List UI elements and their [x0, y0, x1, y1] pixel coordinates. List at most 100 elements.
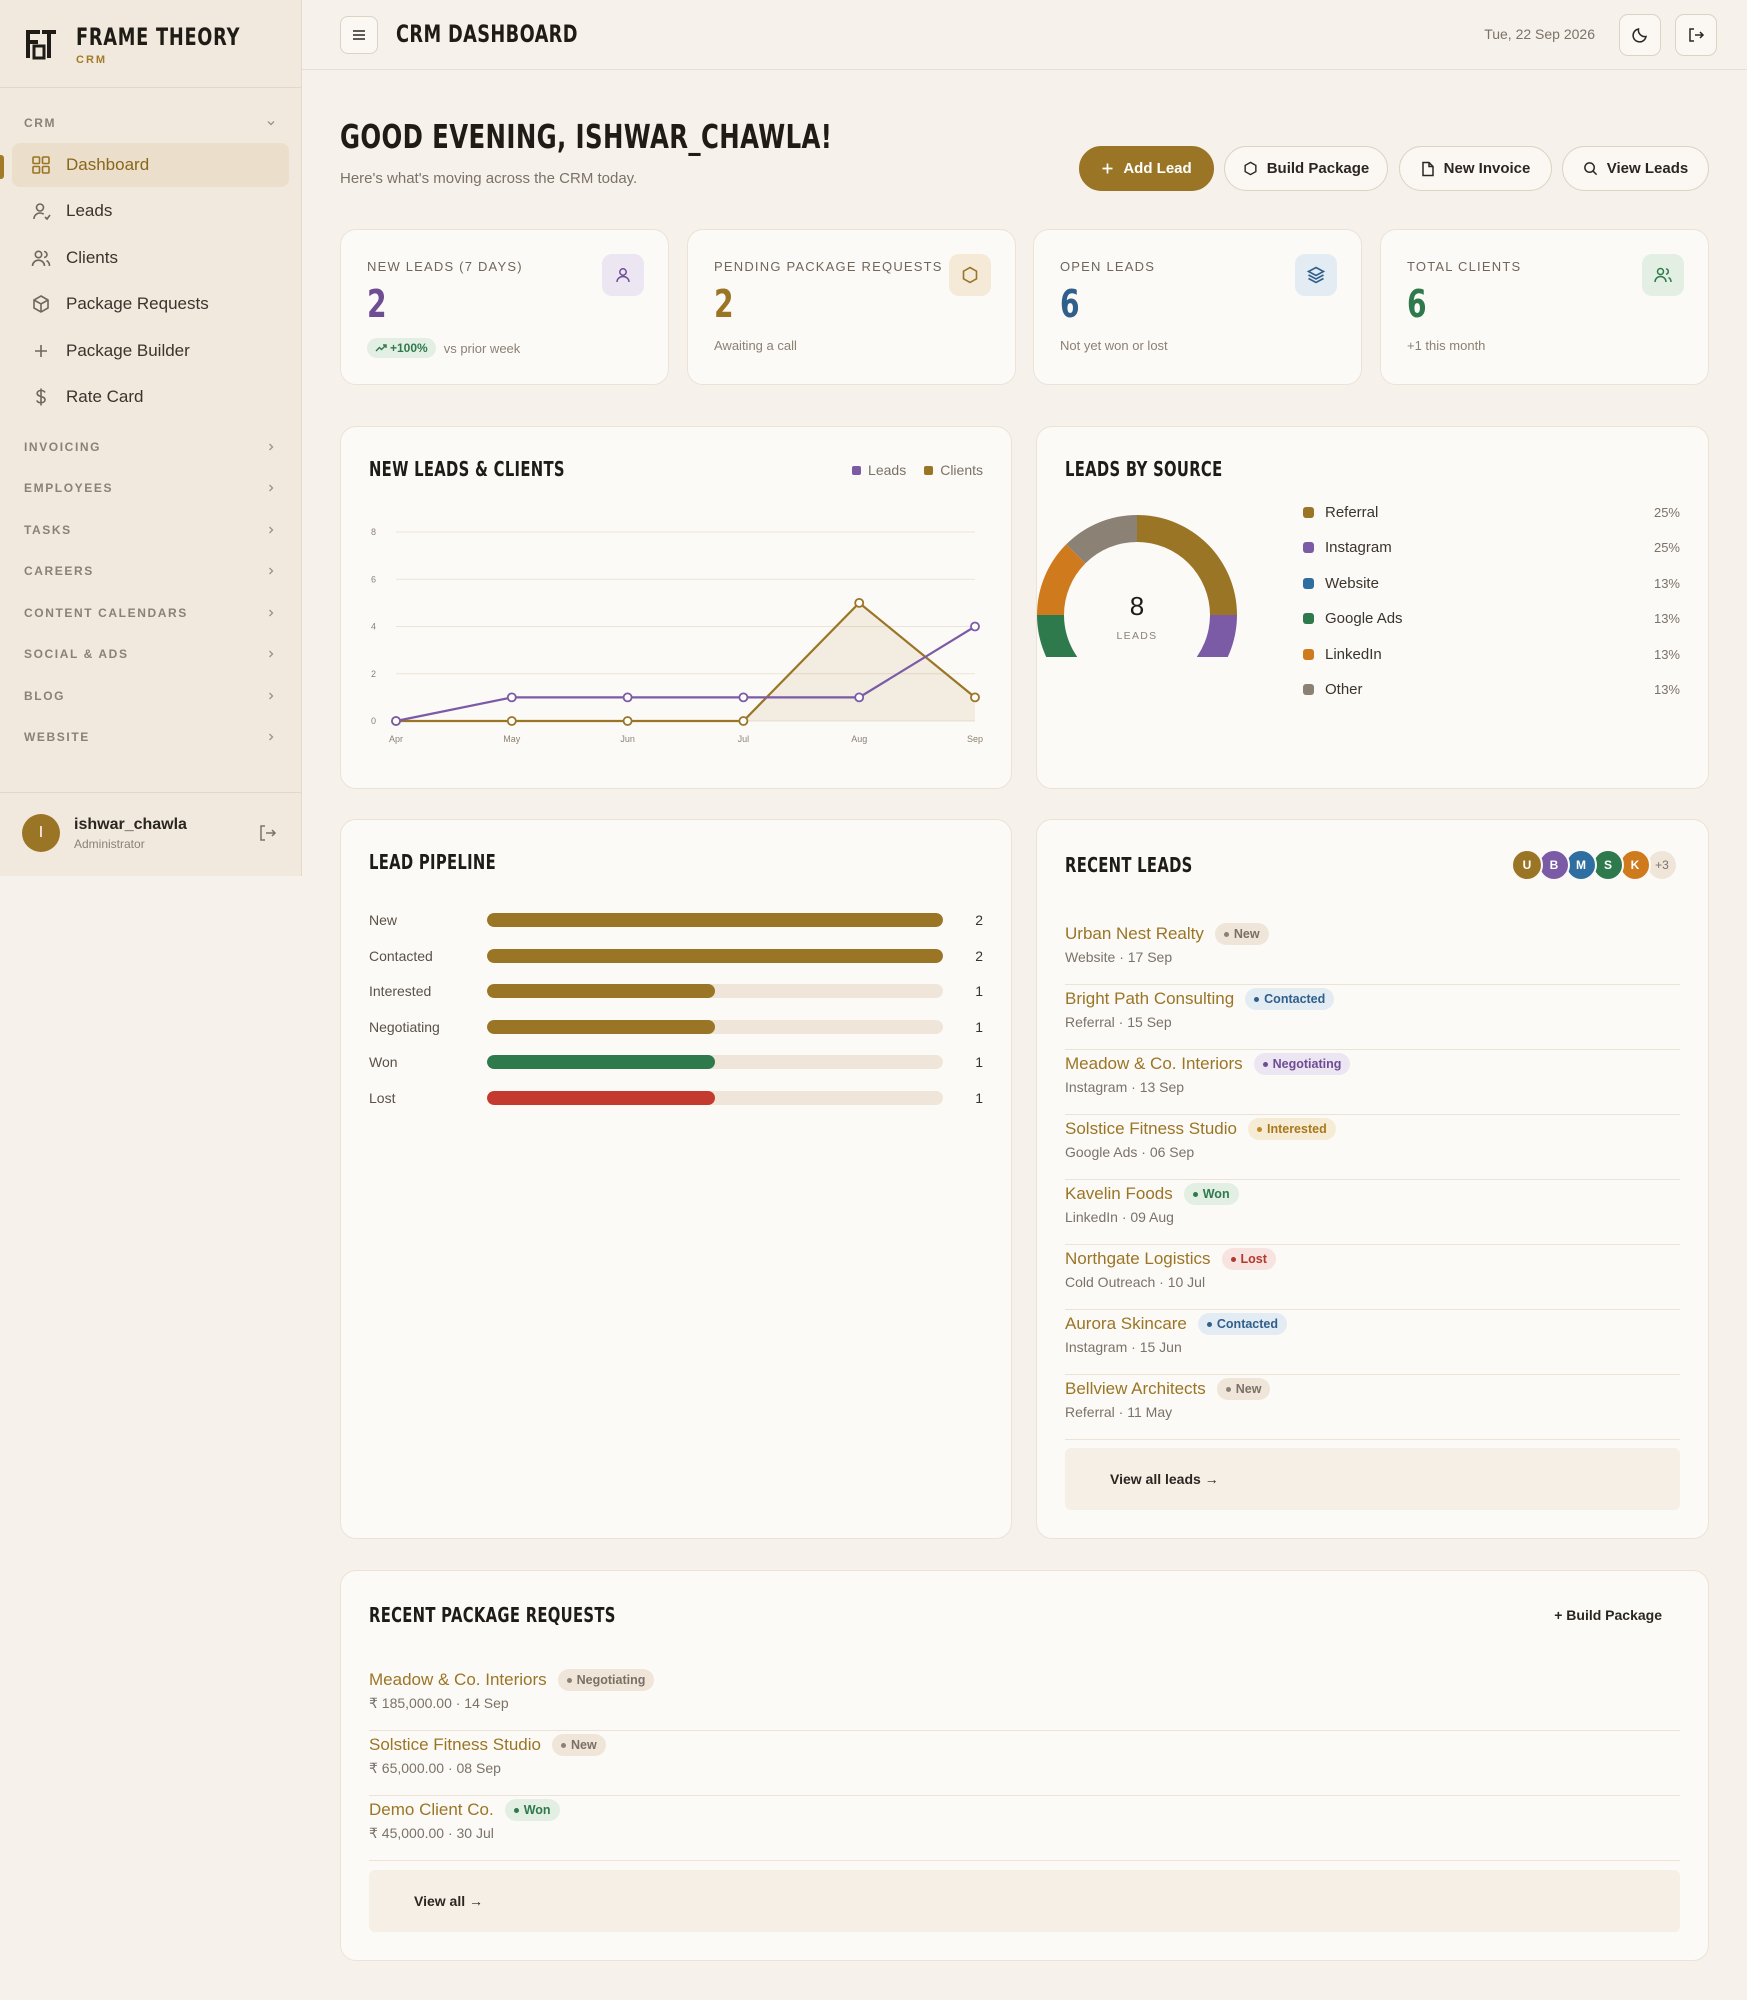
- list-item[interactable]: Urban Nest Realty New Website · 17 Sep: [1065, 920, 1680, 985]
- section-tasks[interactable]: TASKS: [24, 523, 277, 537]
- data-point-clients[interactable]: [622, 716, 633, 726]
- sidebar-item-rate-card[interactable]: Rate Card: [12, 375, 289, 419]
- pipeline-row: New 2: [369, 910, 983, 930]
- status-dot: [1262, 1061, 1268, 1067]
- brand-name: FRAME THEORY: [76, 22, 241, 51]
- status-text: Negotiating: [576, 1673, 646, 1687]
- donut-slice-google-ads[interactable]: [1037, 615, 1085, 657]
- item-meta: Referral · 11 May: [1065, 1404, 1173, 1420]
- section-crm[interactable]: CRM: [24, 116, 277, 130]
- source-legend-item[interactable]: Website 13%: [1303, 572, 1680, 594]
- add-lead-button[interactable]: Add Lead: [1079, 146, 1214, 191]
- section-label: CAREERS: [24, 564, 94, 578]
- list-item[interactable]: Northgate Logistics Lost Cold Outreach · 1…: [1065, 1245, 1680, 1310]
- status-dot: [1230, 1256, 1236, 1262]
- data-point-leads[interactable]: [622, 692, 633, 703]
- item-name[interactable]: Urban Nest Realty: [1065, 924, 1204, 943]
- section-social-ads[interactable]: SOCIAL & ADS: [24, 647, 277, 661]
- source-legend-item[interactable]: Instagram 25%: [1303, 537, 1680, 559]
- logout-button[interactable]: [1675, 14, 1717, 56]
- item-meta: Referral · 15 Sep: [1065, 1014, 1172, 1030]
- view-all-packages-link[interactable]: View all →: [369, 1870, 1680, 1932]
- sidebar-item-package-builder[interactable]: Package Builder: [12, 329, 289, 373]
- avatar[interactable]: U: [1511, 849, 1543, 881]
- source-legend-item[interactable]: Google Ads 13%: [1303, 608, 1680, 630]
- data-point-clients[interactable]: [970, 692, 980, 703]
- item-meta: Instagram · 13 Sep: [1065, 1079, 1185, 1095]
- data-point-leads[interactable]: [391, 716, 401, 726]
- data-point-leads[interactable]: [738, 692, 749, 703]
- legend-item-clients[interactable]: Clients: [924, 462, 983, 478]
- view-leads-button[interactable]: View Leads: [1562, 146, 1709, 191]
- theme-toggle-button[interactable]: [1619, 14, 1661, 56]
- legend-label: Leads: [868, 462, 907, 478]
- menu-button[interactable]: [340, 16, 378, 54]
- source-legend-item[interactable]: Other 13%: [1303, 679, 1680, 701]
- item-name[interactable]: Solstice Fitness Studio: [369, 1735, 541, 1754]
- brand-sub: CRM: [76, 53, 108, 66]
- list-item[interactable]: Meadow & Co. Interiors Negotiating Instagr…: [1065, 1050, 1680, 1115]
- build-package-button[interactable]: Build Package: [1224, 146, 1388, 191]
- list-item[interactable]: Bellview Architects New Referral · 11 May: [1065, 1375, 1680, 1440]
- legend-item-leads[interactable]: Leads: [852, 462, 906, 478]
- data-point-clients[interactable]: [738, 716, 749, 726]
- section-employees[interactable]: EMPLOYEES: [24, 481, 277, 495]
- item-name[interactable]: Meadow & Co. Interiors: [369, 1670, 547, 1689]
- pipeline-bar-fill: [487, 1019, 715, 1034]
- item-name[interactable]: Kavelin Foods: [1065, 1184, 1173, 1203]
- sidebar-item-leads[interactable]: Leads: [12, 189, 289, 233]
- list-item[interactable]: Bright Path Consulting Contacted Referral …: [1065, 985, 1680, 1050]
- data-point-leads[interactable]: [970, 621, 980, 632]
- build-package-link[interactable]: + Build Package: [1554, 1607, 1662, 1623]
- data-point-clients[interactable]: [854, 597, 865, 608]
- data-point-leads[interactable]: [506, 692, 517, 703]
- list-item[interactable]: Aurora Skincare Contacted Instagram · 15 J…: [1065, 1310, 1680, 1375]
- item-name[interactable]: Bellview Architects: [1065, 1379, 1206, 1398]
- section-invoicing[interactable]: INVOICING: [24, 440, 277, 454]
- list-item[interactable]: Solstice Fitness Studio New ₹ 65,000.00 · …: [369, 1731, 1680, 1796]
- status-dot: [1256, 1126, 1262, 1132]
- donut-slice-linkedin[interactable]: [1037, 544, 1086, 615]
- status-text: Contacted: [1264, 992, 1326, 1006]
- view-all-leads-link[interactable]: View all leads →: [1065, 1448, 1680, 1510]
- data-point-leads[interactable]: [854, 692, 865, 703]
- sidebar-item-dashboard[interactable]: Dashboard: [12, 143, 289, 187]
- donut-center-label: LEADS: [1116, 630, 1158, 642]
- donut-slice-instagram[interactable]: [1137, 615, 1237, 657]
- stat-label: OPEN LEADS: [1060, 259, 1156, 274]
- logout-icon[interactable]: [257, 823, 277, 843]
- data-point-clients[interactable]: [506, 716, 517, 726]
- donut-slice-referral[interactable]: [1137, 515, 1237, 615]
- box-icon: [30, 293, 52, 315]
- y-tick-label: 2: [371, 669, 376, 679]
- sidebar-item-package-requests[interactable]: Package Requests: [12, 282, 289, 326]
- pipeline-bar-fill: [487, 913, 943, 927]
- users-icon: [1642, 254, 1684, 296]
- item-name[interactable]: Northgate Logistics: [1065, 1249, 1211, 1268]
- item-name[interactable]: Bright Path Consulting: [1065, 989, 1235, 1008]
- new-invoice-button[interactable]: New Invoice: [1399, 146, 1552, 191]
- section-careers[interactable]: CAREERS: [24, 564, 277, 578]
- section-blog[interactable]: BLOG: [24, 689, 277, 703]
- list-item[interactable]: Solstice Fitness Studio Interested Google …: [1065, 1115, 1680, 1180]
- logout-icon: [1687, 26, 1705, 44]
- item-name[interactable]: Meadow & Co. Interiors: [1065, 1054, 1243, 1073]
- sidebar-item-clients[interactable]: Clients: [12, 236, 289, 280]
- avatar[interactable]: M: [1565, 849, 1597, 881]
- chevron-right-icon: [265, 690, 277, 702]
- pipeline-bar-fill: [487, 948, 943, 963]
- brand[interactable]: FRAME THEORY CRM: [22, 22, 298, 66]
- status-text: New: [1233, 927, 1260, 941]
- source-legend-item[interactable]: Referral 25%: [1303, 501, 1680, 523]
- item-name[interactable]: Solstice Fitness Studio: [1065, 1119, 1237, 1138]
- section-website[interactable]: WEBSITE: [24, 730, 277, 744]
- source-legend-item[interactable]: LinkedIn 13%: [1303, 643, 1680, 665]
- section-content-calendars[interactable]: CONTENT CALENDARS: [24, 606, 277, 620]
- list-item[interactable]: Demo Client Co. Won ₹ 45,000.00 · 30 Jul: [369, 1796, 1680, 1861]
- item-name[interactable]: Demo Client Co.: [369, 1800, 494, 1819]
- stat-sub: Awaiting a call: [714, 338, 797, 353]
- donut-slice-other[interactable]: [1066, 515, 1137, 564]
- list-item[interactable]: Kavelin Foods Won LinkedIn · 09 Aug: [1065, 1180, 1680, 1245]
- list-item[interactable]: Meadow & Co. Interiors Negotiating ₹ 185,0…: [369, 1666, 1680, 1731]
- item-name[interactable]: Aurora Skincare: [1065, 1314, 1187, 1333]
